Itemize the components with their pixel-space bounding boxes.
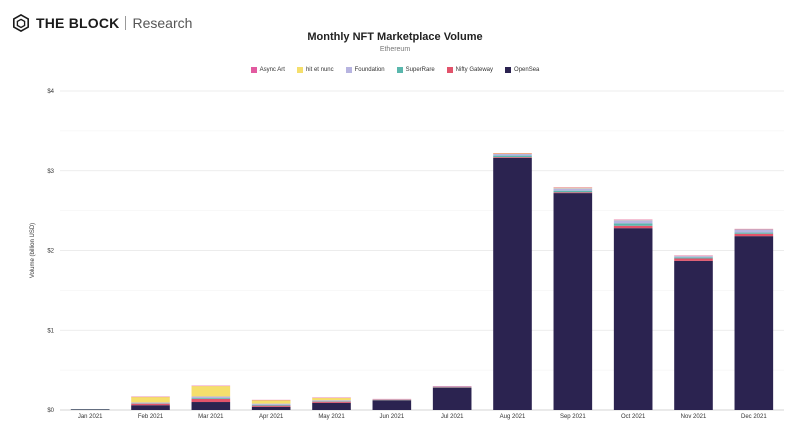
bar-segment (674, 257, 713, 259)
bar-segment (131, 402, 170, 404)
legend-label: hit et nunc (305, 67, 334, 73)
chart-title: Monthly NFT Marketplace Volume (307, 31, 483, 43)
bar-segment (372, 400, 412, 410)
bar-segment (553, 193, 593, 410)
legend-swatch (345, 67, 352, 73)
bar-segment (674, 258, 713, 261)
bar-segment (493, 153, 532, 155)
bar-segment (432, 387, 472, 410)
bar-segment (734, 233, 774, 237)
bar-segment (312, 397, 351, 401)
chart-legend: Async Art hit et nunc Foundation SuperRare N… (0, 67, 790, 73)
bar-segment (734, 236, 774, 410)
x-tick-label: Sep 2021 (560, 414, 586, 420)
bar-segment (191, 396, 231, 399)
legend-label: Async Art (259, 67, 285, 73)
bar-segment (493, 157, 532, 410)
legend-swatch (446, 67, 453, 73)
bar-segment (312, 402, 351, 410)
legend-label: OpenSea (514, 67, 540, 73)
x-tick-label: Nov 2021 (681, 414, 707, 420)
bar-segment (191, 398, 231, 403)
bar-segment (312, 400, 351, 402)
bar-segment (553, 192, 593, 194)
x-tick-label: Mar 2021 (198, 414, 224, 420)
bar-segment (70, 409, 110, 410)
bar-segment (251, 403, 291, 405)
bar-segment (553, 188, 593, 191)
x-tick-label: Oct 2021 (621, 414, 646, 420)
the-block-cube-icon (12, 14, 30, 32)
bar-segment (674, 260, 713, 410)
bar-segment (734, 229, 774, 233)
bar-segment (191, 402, 231, 410)
bar-segment (131, 403, 170, 406)
legend-swatch (396, 67, 403, 73)
bar-segment (191, 386, 231, 397)
y-tick-label: $4 (47, 89, 54, 95)
y-tick-label: $3 (47, 169, 54, 175)
bar-segment (553, 190, 593, 193)
legend-swatch (250, 67, 257, 73)
x-tick-label: Apr 2021 (259, 414, 284, 420)
bar-segment (674, 256, 713, 258)
chart-subtitle: Ethereum (379, 46, 411, 53)
brand-subtitle: Research (132, 15, 193, 31)
x-tick-label: Aug 2021 (500, 414, 526, 420)
brand-divider (125, 16, 127, 30)
brand-header: THE BLOCK Research (12, 14, 192, 32)
legend-item[interactable]: hit et nunc (296, 67, 334, 73)
legend-swatch (505, 67, 512, 73)
bar-segment (493, 157, 532, 158)
bar-segment (251, 400, 291, 404)
y-tick-label: $1 (47, 328, 54, 334)
legend-item[interactable]: Async Art (250, 67, 285, 73)
bar-segment (251, 404, 291, 406)
bar-segment (493, 154, 532, 156)
bar-segment (613, 220, 653, 224)
legend-item[interactable]: Nifty Gateway (446, 67, 494, 73)
bar-segment (131, 396, 170, 403)
brand-name: THE BLOCK (36, 15, 120, 31)
legend-label: SuperRare (405, 67, 435, 73)
legend-label: Nifty Gateway (455, 67, 494, 73)
y-axis-label: Volume (billion USD) (30, 223, 36, 278)
legend-swatch (296, 67, 303, 73)
legend-item[interactable]: Foundation (345, 67, 385, 73)
bar-segment (131, 405, 170, 410)
legend-item[interactable]: SuperRare (396, 67, 435, 73)
legend-item[interactable]: OpenSea (505, 67, 539, 73)
x-tick-label: Jun 2021 (379, 414, 404, 420)
y-tick-label: $2 (47, 249, 54, 255)
bar-segment (191, 398, 231, 399)
x-tick-label: May 2021 (318, 414, 345, 420)
bar-segment (312, 401, 351, 403)
x-tick-label: Feb 2021 (138, 414, 164, 420)
bar-segment (613, 225, 653, 229)
y-tick-label: $0 (47, 408, 54, 414)
bar-segment (251, 405, 291, 407)
bar-segment (613, 228, 653, 410)
bar-segment (734, 232, 774, 234)
x-tick-label: Dec 2021 (741, 414, 767, 420)
bar-segment (613, 223, 653, 226)
x-tick-label: Jul 2021 (441, 414, 464, 420)
x-tick-label: Jan 2021 (78, 414, 103, 420)
bar-segment (493, 155, 532, 158)
bar-segment (553, 187, 593, 189)
legend-label: Foundation (354, 67, 385, 73)
bar-segment (251, 406, 291, 410)
